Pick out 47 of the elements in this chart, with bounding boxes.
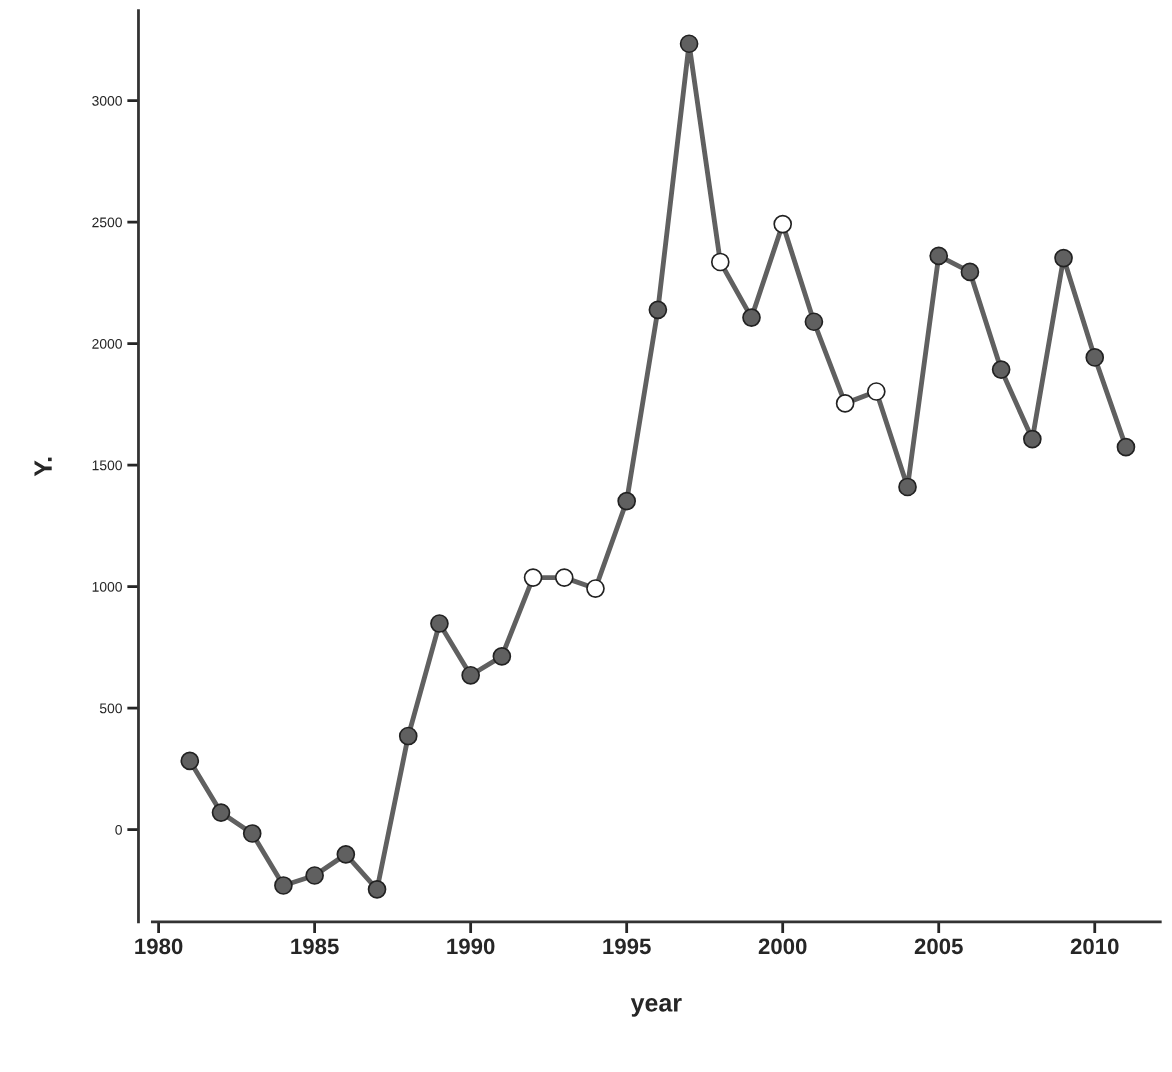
x-tick-label: 2010 xyxy=(1070,938,1119,955)
point xyxy=(274,876,293,895)
point xyxy=(742,308,761,327)
point xyxy=(866,382,886,401)
point xyxy=(1116,437,1136,457)
x-axis-title: year xyxy=(630,997,682,1017)
x-tick-label: 1985 xyxy=(291,938,339,955)
point xyxy=(336,845,356,864)
x-tick-label: 2000 xyxy=(758,938,807,955)
point xyxy=(804,312,824,332)
point xyxy=(367,880,387,899)
point xyxy=(461,665,480,685)
point xyxy=(1085,348,1105,367)
point xyxy=(430,614,449,633)
point xyxy=(211,803,231,822)
point xyxy=(679,34,699,54)
point xyxy=(710,252,730,272)
point xyxy=(1023,429,1042,449)
point xyxy=(242,824,262,843)
point xyxy=(586,579,605,598)
y-tick-label: 2500 xyxy=(92,217,122,228)
point xyxy=(523,568,543,587)
y-tick-label: 1500 xyxy=(92,460,122,471)
y-tick-label: 1000 xyxy=(92,581,122,592)
y-tick-label: 0 xyxy=(115,824,122,835)
point xyxy=(617,491,637,511)
y-axis-title: Y. xyxy=(34,457,52,477)
point xyxy=(991,360,1011,379)
point xyxy=(1054,248,1073,268)
point xyxy=(492,646,512,666)
point xyxy=(398,726,418,746)
x-tick-label: 1995 xyxy=(603,938,651,955)
x-tick-label: 1990 xyxy=(447,938,495,955)
point xyxy=(898,477,917,497)
point xyxy=(960,262,980,282)
point xyxy=(305,866,324,885)
point xyxy=(554,568,574,587)
point xyxy=(180,751,200,771)
y-tick-label: 2000 xyxy=(92,338,122,349)
y-tick-label: 500 xyxy=(99,703,122,714)
point xyxy=(773,214,793,234)
point xyxy=(835,394,855,413)
x-tick-label: 2005 xyxy=(914,938,963,955)
point xyxy=(648,300,668,320)
point xyxy=(929,246,949,266)
y-tick-label: 3000 xyxy=(92,95,122,106)
x-tick-label: 1980 xyxy=(135,938,183,955)
